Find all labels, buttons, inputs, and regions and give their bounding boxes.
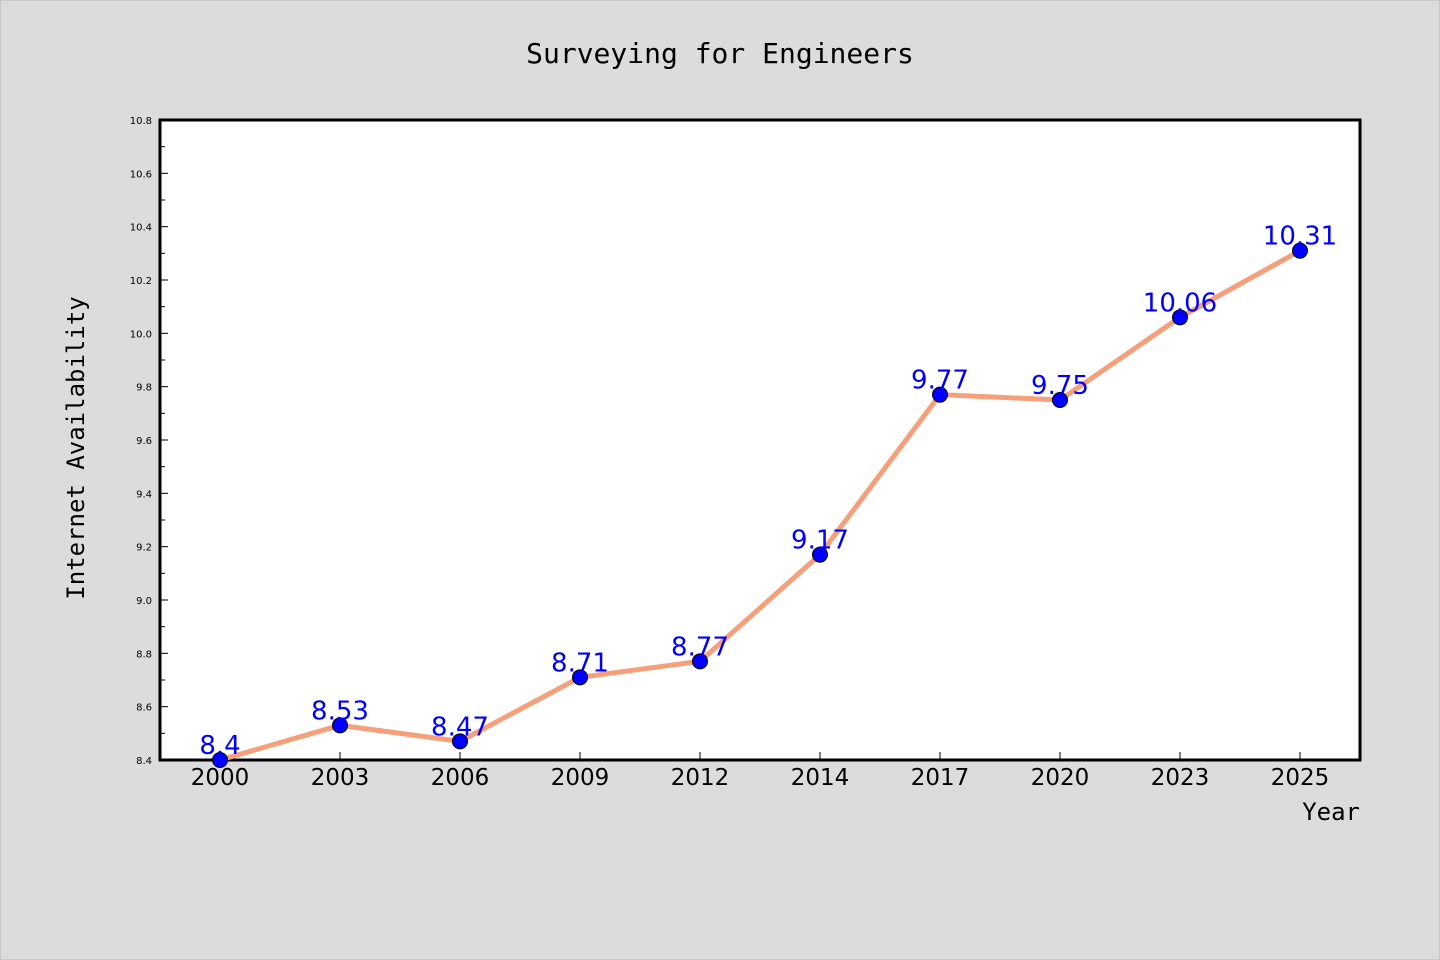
- data-label: 8.77: [671, 632, 729, 662]
- x-tick-label: 2017: [911, 765, 970, 791]
- y-tick-label: 9.6: [136, 436, 152, 447]
- series-layer: 8.4 8.53 8.47 8.71 8.77 9.17 9.77 9.75 10.06 10.3…: [199, 222, 1337, 768]
- y-tick-label: 9.4: [136, 489, 152, 500]
- y-tick-label: 9.0: [136, 596, 152, 607]
- data-point: [1052, 392, 1068, 408]
- x-axis-title: Year: [1302, 798, 1360, 826]
- x-tick-label: 2025: [1271, 765, 1330, 791]
- data-label: 8.71: [551, 648, 609, 678]
- series-line: [217, 248, 1303, 763]
- y-tick-label: 9.2: [136, 543, 152, 554]
- y-tick-label: 10.8: [130, 116, 152, 127]
- y-tick-label: 10.6: [130, 169, 152, 180]
- y-tick-label: 10.0: [130, 329, 152, 340]
- data-label: 9.75: [1031, 371, 1089, 401]
- data-label: 8.53: [311, 696, 369, 726]
- data-label: 8.4: [199, 731, 240, 761]
- data-point: [1292, 242, 1308, 259]
- plot-area: [158, 118, 1362, 762]
- data-label: 10.31: [1263, 222, 1337, 252]
- chart-title: Surveying for Engineers: [526, 37, 914, 70]
- data-point: [212, 752, 228, 768]
- x-tick-label: 2023: [1151, 765, 1210, 791]
- data-label: 10.06: [1143, 288, 1217, 318]
- data-point: [572, 669, 588, 686]
- y-tick-label: 10.2: [130, 276, 152, 287]
- data-point: [812, 546, 828, 563]
- x-tick-label: 2000: [191, 765, 250, 791]
- x-axis: 2000 2003 2006 2009 2012 2014 2017 2020 2023 2025: [191, 752, 1330, 791]
- y-tick-label: 8.8: [136, 649, 152, 660]
- data-label: 8.47: [431, 712, 489, 742]
- y-axis: 8.4 8.6 8.8 9.0 9.2 9.4 9.6 9.8 10.0 10.2 10.4 10.6…: [130, 116, 168, 767]
- y-tick-label: 8.4: [136, 756, 152, 767]
- y-axis-title: Internet Availability: [62, 296, 90, 599]
- data-point: [1172, 309, 1188, 326]
- x-tick-label: 2012: [671, 765, 730, 791]
- data-point: [452, 733, 468, 750]
- data-label: 9.77: [911, 366, 969, 396]
- data-point: [932, 386, 948, 403]
- data-label: 9.17: [791, 526, 849, 556]
- x-tick-label: 2009: [551, 765, 610, 791]
- x-tick-label: 2006: [431, 765, 490, 791]
- data-point: [692, 653, 708, 670]
- y-tick-label: 8.6: [136, 703, 152, 714]
- x-tick-label: 2003: [311, 765, 370, 791]
- y-tick-label: 9.8: [136, 383, 152, 394]
- x-tick-label: 2020: [1031, 765, 1090, 791]
- x-tick-label: 2014: [791, 765, 850, 791]
- data-point: [332, 717, 348, 734]
- y-tick-label: 10.4: [130, 223, 152, 234]
